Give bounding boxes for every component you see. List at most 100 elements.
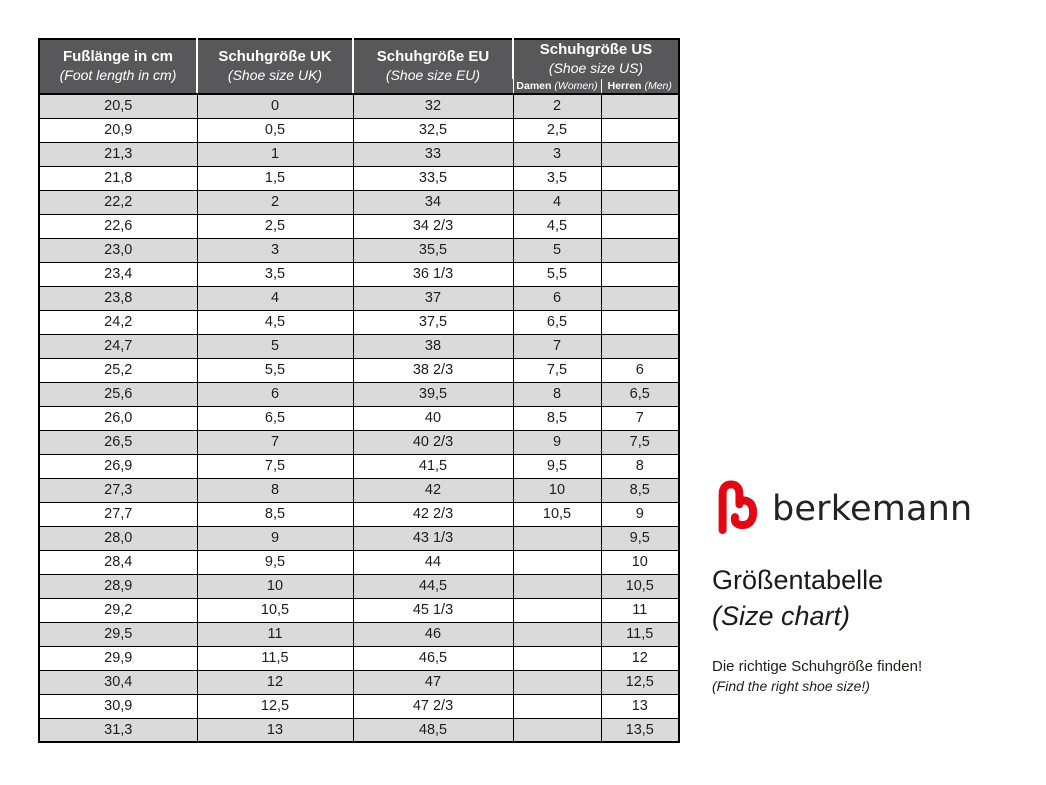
table-cell: 30,9 <box>38 693 198 719</box>
table-row: 21,3 1 33 3 <box>38 141 680 167</box>
table-cell <box>600 309 680 335</box>
table-cell: 30,4 <box>38 669 198 695</box>
table-cell: 21,8 <box>38 165 198 191</box>
table-cell: 22,6 <box>38 213 198 239</box>
table-row: 28,4 9,5 44 10 <box>38 549 680 575</box>
table-cell: 5,5 <box>512 261 602 287</box>
table-cell: 21,3 <box>38 141 198 167</box>
branding-panel: berkemann Größentabelle (Size chart) Die… <box>712 476 1032 695</box>
column-header-label-en: (Shoe size EU) <box>385 67 481 84</box>
table-row: 27,3 8 42 10 8,5 <box>38 477 680 503</box>
column-header-label: Schuhgröße EU <box>376 48 490 66</box>
table-cell: 6,5 <box>600 381 680 407</box>
table-cell: 3 <box>196 237 354 263</box>
table-cell: 22,2 <box>38 189 198 215</box>
column-header-shoe-size-us: Schuhgröße US (Shoe size US) <box>511 39 680 79</box>
table-cell: 8 <box>600 453 680 479</box>
subcolumn-label-en: (Women) <box>554 79 598 92</box>
table-cell: 29,2 <box>38 597 198 623</box>
table-cell: 9 <box>512 429 602 455</box>
table-cell: 41,5 <box>352 453 514 479</box>
table-cell: 9 <box>196 525 354 551</box>
table-cell <box>600 285 680 311</box>
table-cell: 40 <box>352 405 514 431</box>
table-cell: 8 <box>512 381 602 407</box>
table-row: 28,9 10 44,5 10,5 <box>38 573 680 599</box>
table-row: 26,0 6,5 40 8,5 7 <box>38 405 680 431</box>
table-cell: 3 <box>512 141 602 167</box>
table-cell: 6 <box>600 357 680 383</box>
table-cell <box>600 165 680 191</box>
berkemann-logo-icon <box>718 480 758 534</box>
table-cell: 9,5 <box>512 453 602 479</box>
table-cell: 7,5 <box>512 357 602 383</box>
table-row: 23,0 3 35,5 5 <box>38 237 680 263</box>
table-cell: 11 <box>196 621 354 647</box>
table-cell: 42 <box>352 477 514 503</box>
table-cell: 10,5 <box>196 597 354 623</box>
table-cell: 11,5 <box>600 621 680 647</box>
column-header-label-en: (Shoe size US) <box>548 60 644 77</box>
table-row: 20,9 0,5 32,5 2,5 <box>38 117 680 143</box>
table-row: 26,9 7,5 41,5 9,5 8 <box>38 453 680 479</box>
table-cell: 10,5 <box>512 501 602 527</box>
table-cell: 33,5 <box>352 165 514 191</box>
subcolumn-label-en: (Men) <box>644 79 672 92</box>
column-header-label: Schuhgröße US <box>539 41 653 59</box>
table-cell: 2 <box>512 93 602 119</box>
table-cell: 5 <box>196 333 354 359</box>
size-chart-subtitle: (Size chart) <box>712 601 851 632</box>
column-header-foot-length: Fußlänge in cm (Foot length in cm) <box>39 39 197 95</box>
column-header-label-en: (Foot length in cm) <box>59 67 177 84</box>
table-cell: 47 2/3 <box>352 693 514 719</box>
table-cell: 27,3 <box>38 477 198 503</box>
table-row: 24,2 4,5 37,5 6,5 <box>38 309 680 335</box>
table-cell: 23,8 <box>38 285 198 311</box>
table-cell: 34 <box>352 189 514 215</box>
berkemann-wordmark: berkemann <box>772 488 973 529</box>
column-header-label: Schuhgröße UK <box>218 48 332 66</box>
column-header-label-en: (Shoe size UK) <box>227 67 323 84</box>
table-cell: 20,5 <box>38 93 198 119</box>
subcolumn-header-men: Herren (Men) <box>600 79 680 95</box>
table-row: 30,4 12 47 12,5 <box>38 669 680 695</box>
table-cell: 37 <box>352 285 514 311</box>
table-cell: 27,7 <box>38 501 198 527</box>
table-cell: 12,5 <box>600 669 680 695</box>
table-cell: 11 <box>600 597 680 623</box>
table-cell: 6,5 <box>196 405 354 431</box>
table-row: 24,7 5 38 7 <box>38 333 680 359</box>
table-cell: 8,5 <box>512 405 602 431</box>
tagline-en: (Find the right shoe size!) <box>712 678 870 695</box>
table-row: 22,6 2,5 34 2/3 4,5 <box>38 213 680 239</box>
table-cell: 4,5 <box>196 309 354 335</box>
table-row: 29,9 11,5 46,5 12 <box>38 645 680 671</box>
table-cell: 23,0 <box>38 237 198 263</box>
table-cell: 38 <box>352 333 514 359</box>
table-cell: 4 <box>196 285 354 311</box>
table-cell: 10,5 <box>600 573 680 599</box>
table-cell: 0,5 <box>196 117 354 143</box>
table-cell: 26,9 <box>38 453 198 479</box>
table-row: 30,9 12,5 47 2/3 13 <box>38 693 680 719</box>
table-cell: 23,4 <box>38 261 198 287</box>
table-cell: 45 1/3 <box>352 597 514 623</box>
table-cell <box>600 333 680 359</box>
table-cell: 32 <box>352 93 514 119</box>
table-cell: 46,5 <box>352 645 514 671</box>
table-cell: 1 <box>196 141 354 167</box>
table-cell: 24,2 <box>38 309 198 335</box>
table-cell: 43 1/3 <box>352 525 514 551</box>
table-cell: 2,5 <box>196 213 354 239</box>
table-cell: 35,5 <box>352 237 514 263</box>
table-cell <box>512 621 602 647</box>
table-cell <box>512 597 602 623</box>
table-cell: 28,0 <box>38 525 198 551</box>
table-cell: 11,5 <box>196 645 354 671</box>
table-cell: 24,7 <box>38 333 198 359</box>
table-row: 23,4 3,5 36 1/3 5,5 <box>38 261 680 287</box>
table-cell: 8 <box>196 477 354 503</box>
table-cell: 9,5 <box>600 525 680 551</box>
table-cell: 33 <box>352 141 514 167</box>
